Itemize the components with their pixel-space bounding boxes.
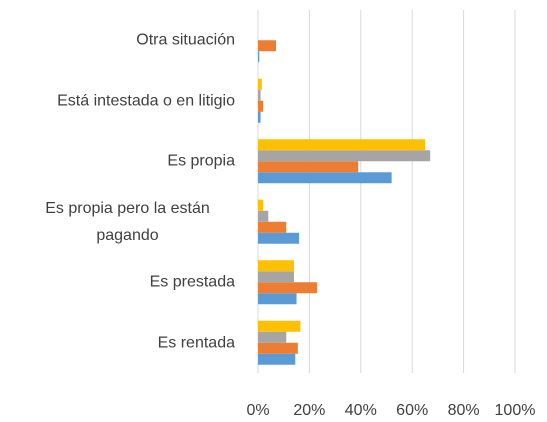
bar bbox=[258, 342, 298, 354]
bar bbox=[258, 89, 261, 101]
bar bbox=[258, 320, 301, 332]
bar bbox=[258, 199, 264, 211]
x-tick-label: 40% bbox=[345, 402, 377, 419]
category-label: Es prestada bbox=[149, 273, 235, 291]
bar bbox=[258, 221, 287, 233]
x-tick-label: 20% bbox=[293, 402, 325, 419]
bar bbox=[258, 282, 318, 294]
bar bbox=[258, 150, 431, 162]
category-label: Es propia pero la están pagando bbox=[45, 199, 210, 244]
bar bbox=[258, 100, 264, 112]
category-label: Es propia bbox=[167, 152, 235, 170]
bar bbox=[258, 40, 276, 52]
bar bbox=[258, 51, 260, 63]
category-label: Otra situación bbox=[136, 31, 235, 49]
bar bbox=[258, 331, 287, 343]
bar bbox=[258, 271, 294, 283]
bar bbox=[258, 78, 262, 90]
bar bbox=[258, 232, 300, 244]
bar bbox=[258, 139, 426, 151]
bar bbox=[258, 210, 269, 222]
x-tick-label: 60% bbox=[396, 402, 428, 419]
category-label: Es rentada bbox=[157, 334, 235, 352]
bar bbox=[258, 260, 294, 272]
category-label: Está intestada o en litigio bbox=[57, 92, 235, 110]
bar bbox=[258, 172, 392, 184]
x-tick-label: 0% bbox=[246, 402, 269, 419]
x-tick-label: 80% bbox=[448, 402, 480, 419]
x-tick-label: 100% bbox=[495, 402, 536, 419]
bar bbox=[258, 293, 297, 305]
bar bbox=[258, 111, 261, 123]
bar bbox=[258, 353, 296, 365]
bar bbox=[258, 161, 359, 173]
